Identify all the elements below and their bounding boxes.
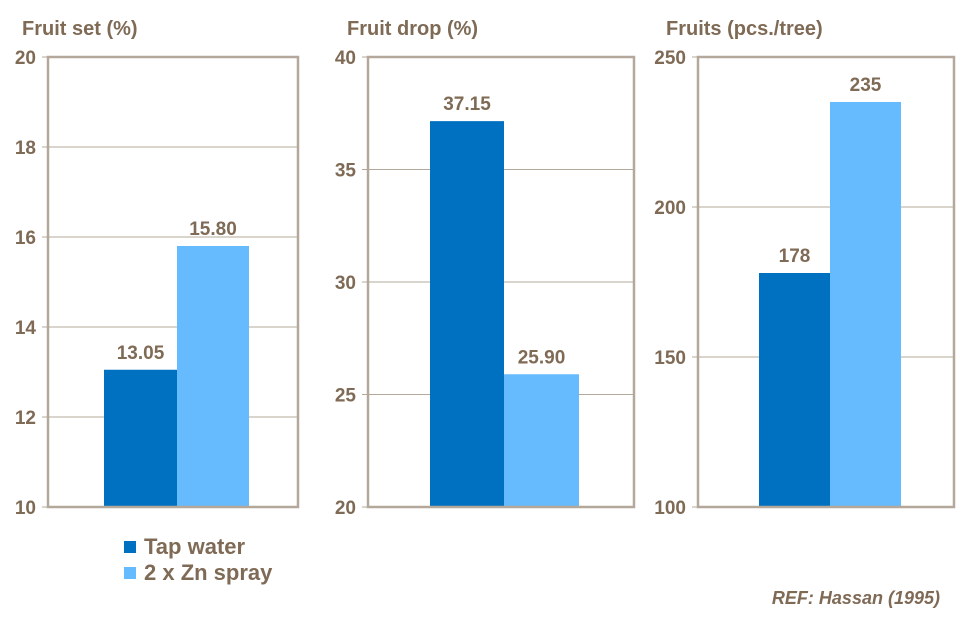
y-tick-label: 20 <box>15 48 36 69</box>
bar-tap-water <box>430 121 504 507</box>
y-tick-label: 18 <box>15 138 36 159</box>
y-tick-label: 25 <box>335 386 357 407</box>
reference-note: REF: Hassan (1995) <box>771 588 940 608</box>
bar-tap-water <box>104 369 177 507</box>
data-label: 13.05 <box>117 343 165 364</box>
legend-item-zn-spray: 2 x Zn spray <box>124 560 272 586</box>
plot-frame <box>46 55 300 509</box>
y-tick-label: 16 <box>15 228 36 249</box>
bar-tap-water <box>759 273 830 507</box>
data-label: 25.90 <box>518 347 566 368</box>
y-tick-label: 12 <box>15 408 36 429</box>
y-tick-label: 14 <box>15 318 37 339</box>
chart-title: Fruit drop (%) <box>347 18 478 40</box>
legend-swatch <box>124 567 136 579</box>
chart-title: Fruits (pcs./tree) <box>666 18 823 40</box>
data-label: 235 <box>850 75 882 96</box>
y-tick-label: 20 <box>335 498 356 519</box>
legend-label: Tap water <box>144 534 246 559</box>
legend-label: 2 x Zn spray <box>144 560 273 585</box>
y-tick-label: 250 <box>654 48 686 69</box>
bar-zn-spray <box>504 374 579 507</box>
data-label: 37.15 <box>443 94 491 115</box>
y-tick-label: 40 <box>335 48 356 69</box>
plot-frame <box>366 55 636 509</box>
plot-frame <box>696 55 956 509</box>
y-tick-label: 30 <box>335 273 356 294</box>
legend-swatch <box>124 541 136 553</box>
data-label: 178 <box>779 246 811 267</box>
data-label: 15.80 <box>189 219 237 240</box>
y-tick-label: 10 <box>15 498 36 519</box>
chart-title: Fruit set (%) <box>22 18 138 40</box>
y-tick-label: 150 <box>654 348 686 369</box>
y-tick-label: 200 <box>654 198 686 219</box>
y-tick-label: 35 <box>335 161 357 182</box>
y-tick-label: 100 <box>654 498 686 519</box>
bar-zn-spray <box>830 102 901 507</box>
bar-zn-spray <box>177 246 249 507</box>
legend: Tap water 2 x Zn spray <box>124 534 272 586</box>
legend-item-tap-water: Tap water <box>124 534 272 560</box>
